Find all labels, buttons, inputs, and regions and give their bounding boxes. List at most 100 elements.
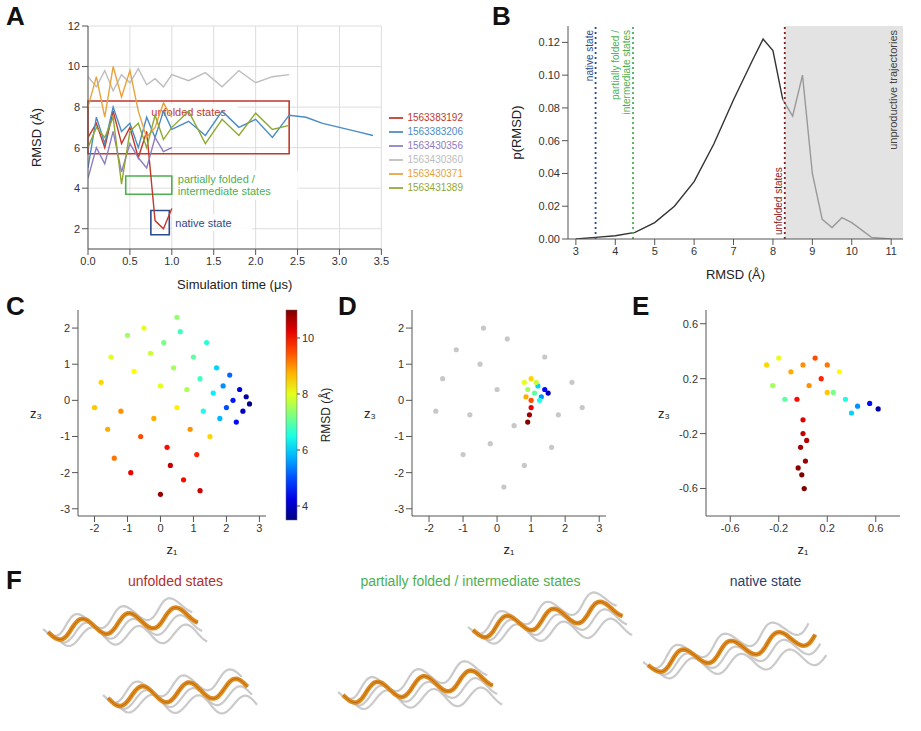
svg-text:intermediate states: intermediate states — [178, 185, 271, 197]
svg-text:0: 0 — [398, 394, 404, 406]
svg-text:-3: -3 — [60, 503, 70, 515]
svg-text:-1: -1 — [458, 522, 468, 534]
svg-text:1: 1 — [528, 522, 534, 534]
svg-text:Simulation time (μs): Simulation time (μs) — [177, 277, 292, 292]
svg-text:2.0: 2.0 — [248, 255, 263, 267]
svg-text:2: 2 — [223, 522, 229, 534]
svg-text:-1: -1 — [123, 522, 133, 534]
svg-text:11: 11 — [885, 245, 896, 257]
svg-text:native state: native state — [730, 573, 802, 589]
html-text:E: E — [632, 291, 650, 321]
html-text:1563383192: 1563383192 — [407, 111, 463, 123]
svg-text:8: 8 — [74, 101, 80, 113]
svg-text:1.5: 1.5 — [206, 255, 221, 267]
html-text:1563430356: 1563430356 — [407, 139, 463, 151]
html-text:D: D — [338, 291, 357, 321]
svg-text:-0.2: -0.2 — [769, 522, 788, 534]
svg-text:10: 10 — [846, 245, 858, 257]
svg-text:2: 2 — [398, 322, 404, 334]
svg-text:2: 2 — [562, 522, 568, 534]
svg-text:partially folded / intermediat: partially folded / intermediate states — [360, 573, 580, 589]
svg-text:0.2: 0.2 — [820, 522, 835, 534]
svg-text:8: 8 — [302, 388, 308, 400]
svg-text:-0.2: -0.2 — [679, 428, 698, 440]
svg-text:0.06: 0.06 — [539, 135, 560, 147]
svg-text:12: 12 — [68, 20, 80, 32]
svg-text:0.2: 0.2 — [683, 373, 698, 385]
svg-text:4: 4 — [302, 500, 308, 512]
svg-text:-2: -2 — [394, 467, 404, 479]
svg-text:3.0: 3.0 — [332, 255, 347, 267]
svg-text:1: 1 — [398, 358, 404, 370]
svg-text:partially folded /: partially folded / — [178, 173, 256, 185]
svg-text:2: 2 — [64, 322, 70, 334]
html-text:A: A — [6, 1, 25, 31]
svg-text:0.02: 0.02 — [539, 200, 560, 212]
svg-text:0.5: 0.5 — [122, 255, 137, 267]
svg-text:7: 7 — [730, 245, 736, 257]
svg-text:RMSD (Å): RMSD (Å) — [30, 108, 44, 167]
svg-text:1.0: 1.0 — [164, 255, 179, 267]
html-text:C: C — [6, 291, 25, 321]
svg-text:-1: -1 — [60, 430, 70, 442]
svg-text:2: 2 — [74, 223, 80, 235]
svg-text:z₃: z₃ — [364, 406, 376, 421]
svg-text:6: 6 — [302, 444, 308, 456]
svg-text:native state: native state — [175, 217, 231, 229]
html-text:1563430360: 1563430360 — [407, 153, 463, 165]
svg-text:-3: -3 — [394, 503, 404, 515]
svg-text:0.6: 0.6 — [868, 522, 883, 534]
html-text:F: F — [6, 565, 22, 595]
svg-text:3: 3 — [596, 522, 602, 534]
svg-text:native state: native state — [584, 30, 595, 82]
svg-text:4: 4 — [74, 182, 80, 194]
svg-text:-0.6: -0.6 — [721, 522, 740, 534]
html-text:B: B — [492, 1, 511, 31]
html-text:1563430371: 1563430371 — [407, 167, 463, 179]
svg-text:z₁: z₁ — [798, 542, 810, 557]
svg-text:partially folded /: partially folded / — [610, 30, 621, 100]
svg-text:z₃: z₃ — [30, 406, 42, 421]
svg-text:0: 0 — [64, 394, 70, 406]
svg-text:z₁: z₁ — [167, 542, 179, 557]
svg-text:10: 10 — [68, 60, 80, 72]
svg-text:0.00: 0.00 — [539, 233, 560, 245]
svg-text:0.10: 0.10 — [539, 69, 560, 81]
svg-text:1: 1 — [190, 522, 196, 534]
svg-text:-2: -2 — [424, 522, 434, 534]
svg-text:RMSD (Å): RMSD (Å) — [318, 388, 333, 443]
svg-text:1: 1 — [64, 358, 70, 370]
svg-text:0: 0 — [494, 522, 500, 534]
svg-text:10: 10 — [302, 332, 314, 344]
svg-text:2.5: 2.5 — [290, 255, 305, 267]
svg-text:p(RMSD): p(RMSD) — [510, 105, 524, 159]
svg-text:unfolded states: unfolded states — [151, 106, 226, 119]
svg-text:9: 9 — [809, 245, 815, 257]
svg-text:0.6: 0.6 — [683, 318, 698, 330]
svg-text:-2: -2 — [90, 522, 100, 534]
svg-text:intermediate states: intermediate states — [621, 30, 632, 115]
svg-text:3: 3 — [573, 245, 579, 257]
svg-text:-1: -1 — [394, 430, 404, 442]
svg-text:unfolded states: unfolded states — [773, 167, 784, 235]
svg-text:-2: -2 — [60, 467, 70, 479]
svg-text:-0.6: -0.6 — [679, 482, 698, 494]
svg-text:z₃: z₃ — [658, 406, 670, 421]
svg-text:0.12: 0.12 — [539, 36, 560, 48]
svg-text:unfolded states: unfolded states — [128, 573, 223, 589]
svg-text:unproductive trajectories: unproductive trajectories — [887, 30, 899, 150]
svg-text:z₁: z₁ — [504, 542, 516, 557]
svg-text:0.08: 0.08 — [539, 102, 560, 114]
svg-text:5: 5 — [652, 245, 658, 257]
svg-text:RMSD (Å): RMSD (Å) — [706, 267, 765, 282]
svg-text:3: 3 — [256, 522, 262, 534]
svg-text:6: 6 — [74, 142, 80, 154]
svg-text:8: 8 — [770, 245, 776, 257]
html-text:1563383206: 1563383206 — [407, 125, 463, 137]
svg-text:0.0: 0.0 — [80, 255, 95, 267]
svg-text:4: 4 — [612, 245, 618, 257]
svg-text:6: 6 — [691, 245, 697, 257]
svg-text:3.5: 3.5 — [374, 255, 389, 267]
svg-text:0.04: 0.04 — [539, 167, 560, 179]
svg-text:0: 0 — [157, 522, 163, 534]
